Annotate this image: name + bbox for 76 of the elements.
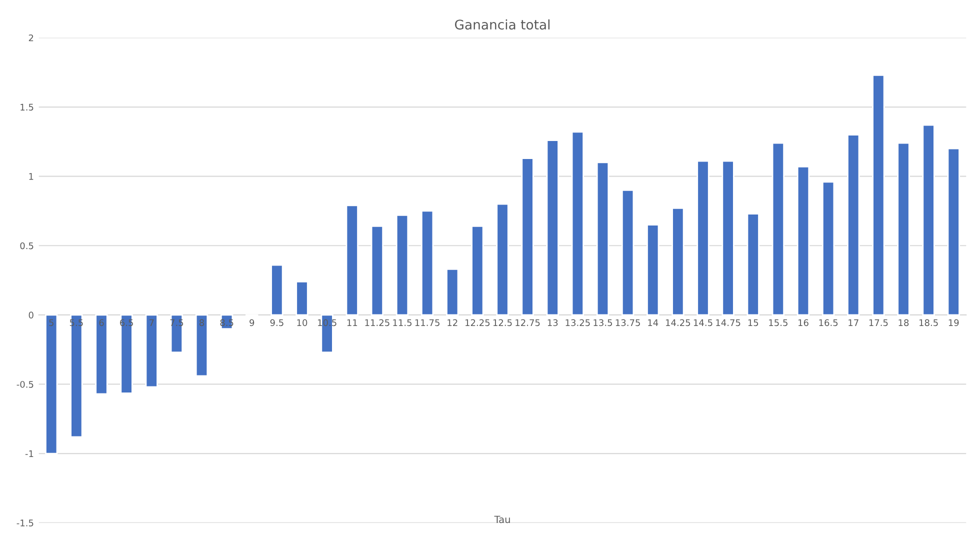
bar [145,314,158,388]
x-tick-label: 13.25 [566,319,590,326]
x-tick-label: 9 [250,319,254,326]
x-tick-label: 9.5 [270,319,284,326]
x-tick-label: 16.5 [819,319,838,326]
y-tick-label: 0 [28,312,34,318]
x-tick-label: 14.25 [666,319,690,326]
bar [546,140,559,316]
bar [571,131,584,316]
bar [897,142,910,316]
bar [346,204,358,316]
bar [471,226,484,316]
bar [95,314,108,395]
x-tick-label: 12.75 [516,319,540,326]
bar [746,213,760,316]
bar [396,214,409,316]
y-tick-label: 1.5 [20,104,34,111]
bar [596,162,610,316]
x-tick-label: 16 [798,319,808,326]
bar [521,158,534,316]
y-tick-label: -1 [25,450,34,457]
bar [822,181,835,316]
bar [370,226,384,316]
bar [872,74,885,316]
bar [722,160,734,316]
bar [70,314,83,438]
x-tick-label: 14.75 [716,319,740,326]
bar [45,314,58,454]
x-tick-label: 13.5 [594,319,612,326]
bar [195,314,208,377]
x-axis-title: Tau [494,516,510,524]
bar [646,224,660,316]
bar [170,314,184,354]
bar [772,142,785,316]
bar [270,264,284,316]
y-tick-label: 0.5 [20,242,34,250]
x-tick-label: 10 [297,319,308,326]
x-tick-label: 13 [548,319,558,326]
x-tick-label: 18 [898,319,909,326]
bar [446,268,459,316]
x-tick-label: 11.5 [393,319,412,326]
bar [672,208,684,316]
x-tick-label: 19 [948,319,959,326]
bar [496,203,509,316]
bar [120,314,133,394]
x-tick-label: 12.5 [493,319,512,326]
x-tick-label: 14.5 [694,319,712,326]
x-tick-label: 8 [199,319,204,326]
bar [296,280,308,316]
x-tick-label: 11.25 [365,319,390,326]
bar [922,124,935,316]
x-tick-label: 12 [448,319,458,326]
x-tick-label: 13.75 [616,319,640,326]
x-tick-label: 17.5 [869,319,888,326]
bar [947,148,960,316]
x-tick-label: 15.5 [769,319,788,326]
bar [696,160,710,316]
y-tick-label: 1 [29,173,34,180]
y-tick-label: 2 [28,34,34,42]
chart-title: Ganancia total [454,19,550,30]
bar [420,210,434,316]
x-tick-label: 12.25 [466,319,490,326]
x-tick-label: 7 [149,319,154,326]
bar [796,166,810,316]
y-tick-label: -1.5 [16,520,34,526]
bar [621,189,634,316]
x-tick-label: 5 [49,319,54,326]
x-tick-label: 17 [848,319,858,326]
x-tick-label: 11 [347,319,358,326]
x-tick-label: 18.5 [919,319,938,326]
y-tick-label: -0.5 [16,380,34,388]
x-tick-label: 14 [648,319,658,326]
x-tick-label: 15 [748,319,758,326]
bar [847,134,860,316]
x-tick-label: 11.75 [415,319,440,326]
x-tick-label: 6 [99,319,104,326]
